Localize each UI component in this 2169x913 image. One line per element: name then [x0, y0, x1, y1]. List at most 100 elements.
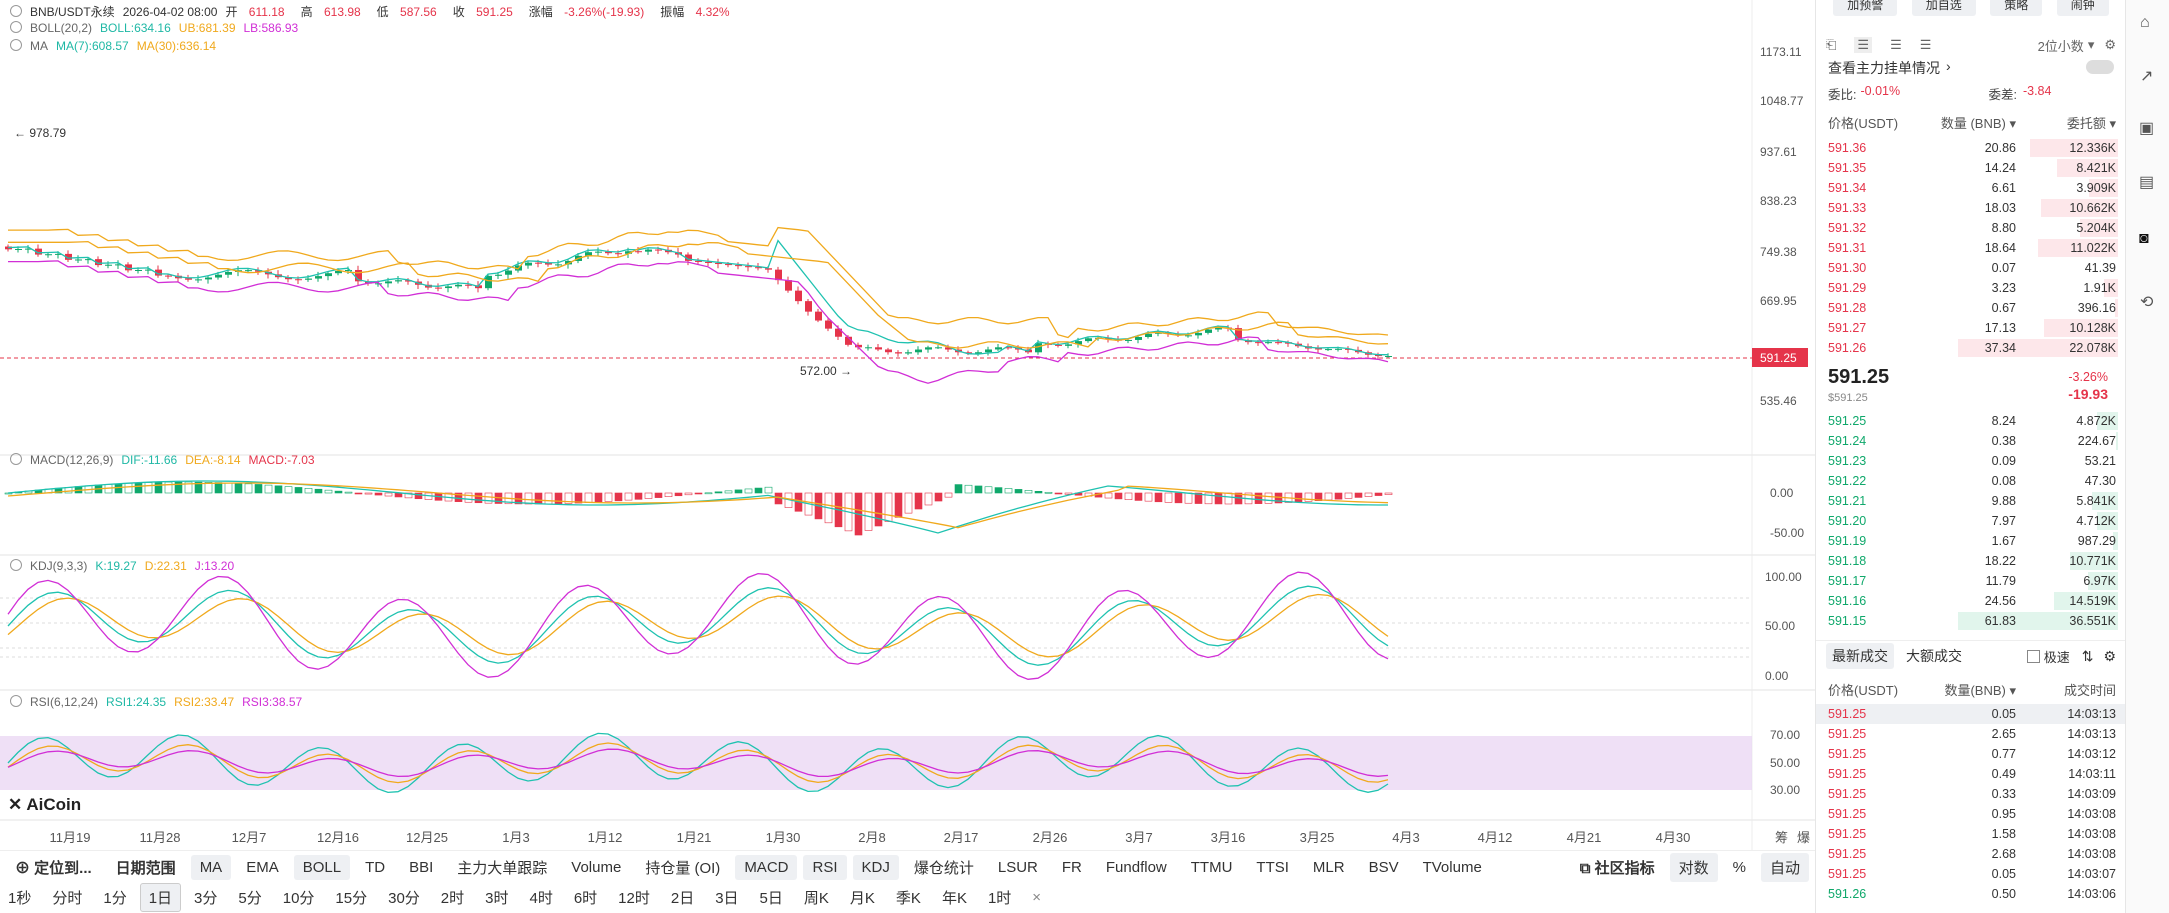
fast-checkbox[interactable]: [2026, 649, 2040, 663]
indicator--oi-[interactable]: 持仓量 (OI): [645, 859, 721, 877]
period-10分[interactable]: 10分: [282, 890, 315, 907]
period-1分[interactable]: 1分: [103, 890, 127, 907]
chart-area[interactable]: ← 978.79 572.00 → 1173.11 1048.77 937.61 838…: [0, 0, 1815, 913]
period-30分[interactable]: 30分: [388, 890, 420, 907]
indicator-ema[interactable]: EMA: [246, 858, 279, 876]
order-book-row[interactable]: 591.36 20.86 12.336K: [1816, 138, 2126, 158]
boll-legend[interactable]: BOLL(20,2) BOLL:634.16 UB:681.39 LB:586.93: [10, 21, 306, 35]
order-book-row[interactable]: 591.33 18.03 10.662K: [1816, 198, 2126, 218]
period-3时[interactable]: 3时: [485, 890, 509, 907]
period-2日[interactable]: 2日: [670, 890, 695, 907]
order-book-row[interactable]: 591.27 17.13 10.128K: [1816, 318, 2126, 338]
community-indicators-button[interactable]: ⧉ 社区指标: [1579, 859, 1655, 877]
indicator-ma[interactable]: MA: [190, 854, 232, 880]
eye-icon[interactable]: [10, 559, 22, 571]
gear-icon[interactable]: ⚙: [2103, 647, 2116, 664]
settings-icon[interactable]: [10, 39, 22, 51]
order-book-row[interactable]: 591.17 11.79 6.97K: [1816, 571, 2126, 591]
period-1秒[interactable]: 1秒: [8, 890, 32, 907]
auto-scale-button[interactable]: 自动: [1760, 852, 1809, 882]
book-both-icon[interactable]: ⎗: [1826, 37, 1837, 52]
top-button[interactable]: 闹钟: [2056, 0, 2109, 16]
order-book-row[interactable]: 591.18 18.22 10.771K: [1816, 551, 2126, 571]
main-orders-row[interactable]: 查看主力挂单情况 ›: [1828, 58, 2114, 78]
top-button[interactable]: 策略: [1990, 0, 2043, 16]
kdj-legend[interactable]: KDJ(9,3,3) K:19.27 D:22.31 J:13.20: [10, 559, 242, 573]
book-bids-icon[interactable]: ☰: [1890, 37, 1902, 52]
order-book-row[interactable]: 591.29 3.23 1.91K: [1816, 278, 2126, 298]
period-月K[interactable]: 月K: [849, 890, 875, 907]
indicator-fundflow[interactable]: Fundflow: [1105, 858, 1167, 876]
period-5日[interactable]: 5日: [759, 890, 783, 907]
period-季K[interactable]: 季K: [895, 890, 921, 907]
indicator-mlr[interactable]: MLR: [1312, 858, 1345, 876]
period-3分[interactable]: 3分: [194, 890, 218, 907]
top-button[interactable]: 加预警: [1833, 0, 1898, 16]
indicator-tvolume[interactable]: TVolume: [1422, 858, 1482, 876]
period-3日[interactable]: 3日: [715, 890, 739, 907]
date-range-button[interactable]: 日期范围: [115, 859, 176, 877]
order-book-row[interactable]: 591.28 0.67 396.16: [1816, 298, 2126, 318]
indicator-lsur[interactable]: LSUR: [997, 858, 1038, 876]
eye-icon[interactable]: [10, 695, 22, 707]
filter-icon[interactable]: ⇅: [2081, 647, 2094, 664]
toggle-switch[interactable]: [2086, 60, 2114, 74]
robot-icon[interactable]: ◙: [2139, 230, 2149, 247]
panel-icon[interactable]: ▤: [2139, 174, 2155, 191]
period-1日[interactable]: 1日: [139, 883, 182, 912]
top-icon[interactable]: ⌂: [2140, 14, 2150, 31]
indicator-ttsi[interactable]: TTSI: [1256, 858, 1289, 876]
indicator-kdj[interactable]: KDJ: [852, 854, 899, 880]
period-15分[interactable]: 15分: [335, 890, 368, 907]
close-icon[interactable]: ×: [1032, 889, 1042, 906]
top-button[interactable]: 加自选: [1911, 0, 1976, 16]
order-book-row[interactable]: 591.16 24.56 14.519K: [1816, 591, 2126, 611]
order-book-row[interactable]: 591.31 18.64 11.022K: [1816, 238, 2126, 258]
ma-legend[interactable]: MA MA(7):608.57 MA(30):636.14: [10, 39, 224, 53]
indicator-bbi[interactable]: BBI: [409, 858, 434, 876]
indicator-volume[interactable]: Volume: [571, 858, 622, 876]
eye-icon[interactable]: [10, 21, 22, 33]
eye-icon[interactable]: [10, 5, 22, 17]
period-12时[interactable]: 12时: [618, 890, 650, 907]
main-orders-link[interactable]: 查看主力挂单情况: [1828, 60, 1940, 76]
indicator-bsv[interactable]: BSV: [1368, 858, 1399, 876]
indicator-boll[interactable]: BOLL: [293, 854, 351, 880]
chart-line-icon[interactable]: ↗: [2140, 68, 2154, 85]
order-book-row[interactable]: 591.25 8.24 4.872K: [1816, 411, 2126, 431]
indicator-fr[interactable]: FR: [1061, 858, 1082, 876]
order-book-row[interactable]: 591.30 0.07 41.39: [1816, 258, 2126, 278]
gear-icon[interactable]: ⚙: [2104, 37, 2116, 52]
indicator--[interactable]: 主力大单跟踪: [457, 859, 548, 877]
order-book-row[interactable]: 591.24 0.38 224.67: [1816, 431, 2126, 451]
indicator-td[interactable]: TD: [365, 858, 386, 876]
indicator-rsi[interactable]: RSI: [803, 854, 847, 880]
indicator--[interactable]: 爆仓统计: [913, 859, 974, 877]
period-分时[interactable]: 分时: [52, 890, 83, 907]
period-4时[interactable]: 4时: [529, 890, 553, 907]
order-book-row[interactable]: 591.32 8.80 5.204K: [1816, 218, 2126, 238]
locate-button[interactable]: ⊕ 定位到...: [15, 859, 92, 877]
order-book-row[interactable]: 591.35 14.24 8.421K: [1816, 158, 2126, 178]
eye-icon[interactable]: [10, 453, 22, 465]
kline-chart[interactable]: ← 978.79 572.00 → 1173.11 1048.77 937.61 838…: [0, 0, 1815, 850]
tab-large-trades[interactable]: 大额成交: [1906, 648, 1962, 664]
rsi-legend[interactable]: RSI(6,12,24) RSI1:24.35 RSI2:33.47 RSI3:38.…: [10, 695, 310, 709]
refresh-icon[interactable]: ⟲: [2140, 294, 2154, 311]
order-book-row[interactable]: 591.15 61.83 36.551K: [1816, 611, 2126, 631]
period-6时[interactable]: 6时: [573, 890, 598, 907]
period-1时[interactable]: 1时: [987, 890, 1012, 907]
book-asks-icon[interactable]: ☰: [1854, 37, 1873, 53]
order-book-row[interactable]: 591.34 6.61 3.909K: [1816, 178, 2126, 198]
order-book-row[interactable]: 591.23 0.09 53.21: [1816, 451, 2126, 471]
percent-scale-button[interactable]: %: [1732, 858, 1746, 876]
indicator-ttmu[interactable]: TTMU: [1190, 858, 1233, 876]
period-年K[interactable]: 年K: [941, 890, 967, 907]
order-book-row[interactable]: 591.19 1.67 987.29: [1816, 531, 2126, 551]
indicator-macd[interactable]: MACD: [735, 854, 798, 880]
period-2时[interactable]: 2时: [440, 890, 465, 907]
book-list-icon[interactable]: ☰: [1919, 37, 1932, 52]
order-book-row[interactable]: 591.21 9.88 5.841K: [1816, 491, 2126, 511]
tab-latest-trades[interactable]: 最新成交: [1826, 643, 1894, 669]
monitor-icon[interactable]: ▣: [2139, 120, 2155, 137]
